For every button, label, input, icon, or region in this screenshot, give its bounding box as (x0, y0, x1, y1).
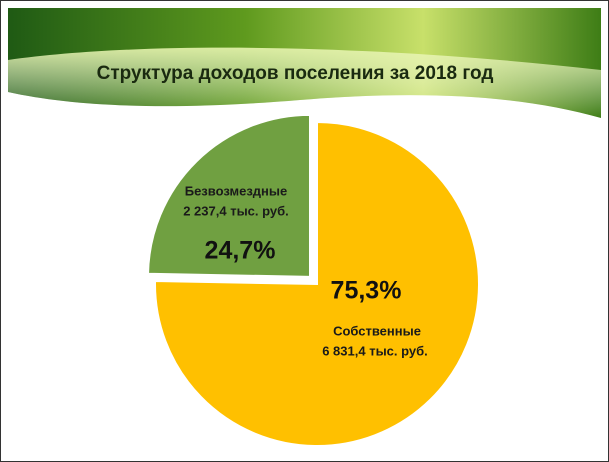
value-label: 24,7% (205, 237, 276, 265)
header-glow (8, 47, 601, 118)
pie-slice (154, 120, 480, 447)
slice-name: Безвозмездные (185, 183, 288, 198)
slice-detail: 2 237,4 тыс. руб. (183, 203, 289, 218)
slice-name: Собственные (333, 323, 421, 338)
value-label: 75,3% (331, 277, 402, 305)
chart-title: Структура доходов поселения за 2018 год (97, 63, 494, 84)
slice-detail: 6 831,4 тыс. руб. (322, 343, 428, 358)
pie-slice (147, 113, 311, 278)
